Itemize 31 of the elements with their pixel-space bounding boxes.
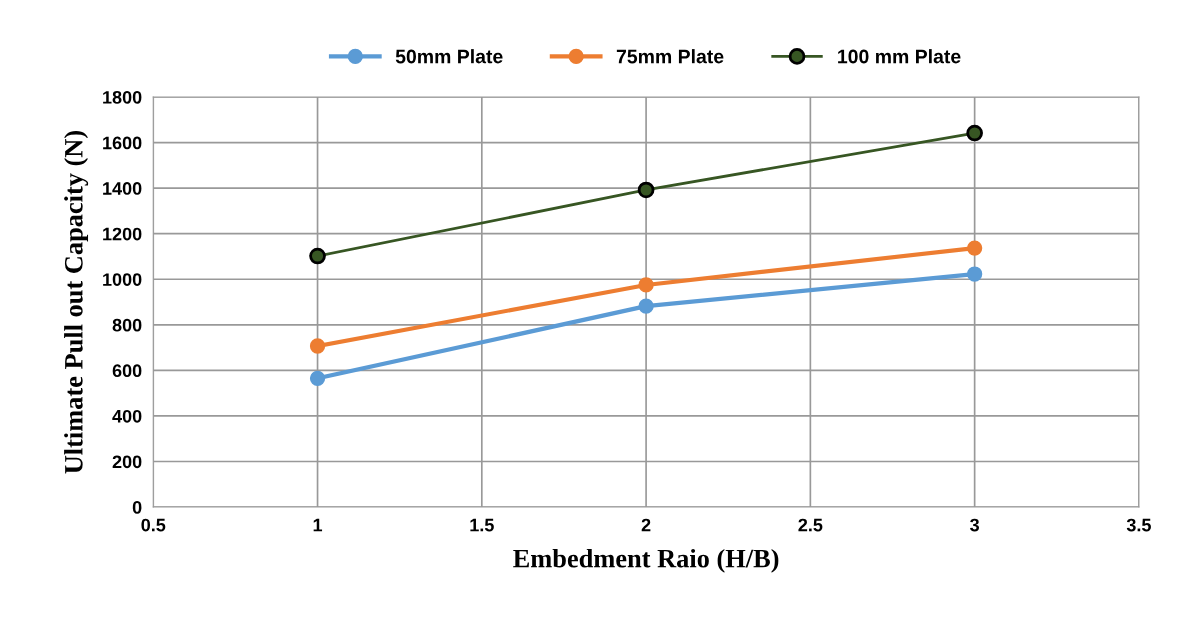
point bbox=[638, 277, 654, 293]
y-tick-label: 800 bbox=[112, 318, 142, 332]
x-tick-label: 2 bbox=[641, 518, 651, 532]
x-tick-label: 3.5 bbox=[1126, 518, 1151, 532]
x-tick-label: 3 bbox=[970, 518, 980, 532]
y-axis-title: Ultimate Pull out Capacity (N) bbox=[64, 130, 89, 474]
x-tick-label: 1.5 bbox=[470, 518, 494, 532]
point bbox=[309, 370, 326, 386]
y-tick-label: 400 bbox=[112, 409, 142, 423]
point bbox=[967, 266, 983, 282]
point bbox=[966, 124, 983, 142]
y-tick-label: 0 bbox=[132, 500, 142, 514]
point bbox=[309, 338, 326, 354]
y-tick-label: 1800 bbox=[103, 90, 142, 104]
x-axis-title: Embedment Raio (H/B) bbox=[513, 548, 779, 573]
legend-label: 100 mm Plate bbox=[838, 49, 961, 64]
y-tick-label: 1600 bbox=[103, 136, 142, 150]
legend-label: 50mm Plate bbox=[395, 49, 503, 64]
point bbox=[637, 181, 655, 199]
point bbox=[309, 247, 326, 265]
x-tick-label: 1 bbox=[313, 518, 323, 532]
x-tick-label: 2.5 bbox=[798, 518, 823, 532]
point bbox=[638, 298, 654, 314]
y-tick-label: 1200 bbox=[103, 227, 142, 241]
x-tick-label: 0.5 bbox=[141, 518, 166, 532]
y-tick-label: 200 bbox=[112, 455, 142, 469]
y-tick-label: 1000 bbox=[103, 273, 142, 286]
y-tick-label: 600 bbox=[112, 364, 142, 378]
y-tick-label: 1400 bbox=[103, 182, 142, 195]
legend-label: 75mm Plate bbox=[616, 49, 724, 64]
point bbox=[967, 240, 983, 256]
